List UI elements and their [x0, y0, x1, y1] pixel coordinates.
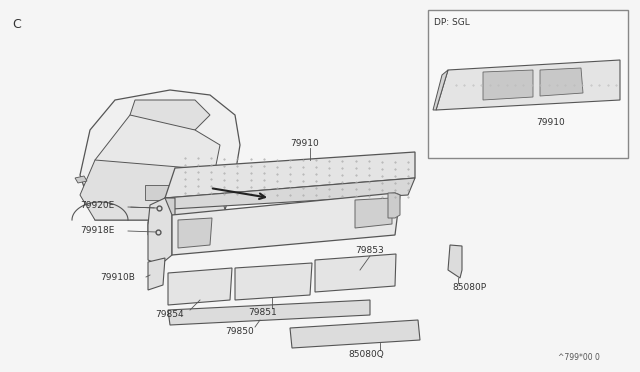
Polygon shape	[168, 268, 232, 305]
Polygon shape	[388, 193, 400, 218]
Text: 79851: 79851	[248, 308, 276, 317]
Polygon shape	[355, 198, 392, 228]
Polygon shape	[172, 193, 400, 255]
Text: 85080P: 85080P	[452, 283, 486, 292]
Polygon shape	[290, 320, 420, 348]
Polygon shape	[235, 263, 312, 300]
Polygon shape	[155, 178, 415, 210]
Polygon shape	[130, 100, 210, 130]
Text: 79910: 79910	[290, 139, 319, 148]
Polygon shape	[75, 176, 87, 183]
Text: 79854: 79854	[155, 310, 184, 319]
Polygon shape	[165, 152, 415, 198]
Polygon shape	[448, 245, 462, 278]
Text: 85080Q: 85080Q	[348, 350, 384, 359]
Polygon shape	[540, 68, 583, 96]
Polygon shape	[148, 258, 165, 290]
Text: 79910: 79910	[536, 118, 564, 127]
Polygon shape	[168, 300, 370, 325]
Polygon shape	[436, 60, 620, 110]
Polygon shape	[80, 90, 240, 220]
Text: 79910B: 79910B	[100, 273, 135, 282]
Polygon shape	[95, 115, 220, 175]
Polygon shape	[178, 218, 212, 248]
Bar	[428, 10, 628, 158]
Polygon shape	[148, 198, 172, 265]
Text: ^799*00 0: ^799*00 0	[558, 353, 600, 362]
Polygon shape	[148, 198, 175, 235]
Text: DP: SGL: DP: SGL	[434, 18, 470, 27]
Text: 79850: 79850	[225, 327, 253, 336]
Polygon shape	[433, 70, 448, 110]
Polygon shape	[80, 160, 225, 220]
Text: 79853: 79853	[355, 246, 384, 255]
Text: 79920E: 79920E	[80, 201, 115, 209]
Polygon shape	[315, 254, 396, 292]
Polygon shape	[145, 185, 185, 200]
Text: C: C	[12, 18, 20, 31]
Polygon shape	[483, 70, 533, 100]
Text: 79918E: 79918E	[80, 225, 115, 234]
